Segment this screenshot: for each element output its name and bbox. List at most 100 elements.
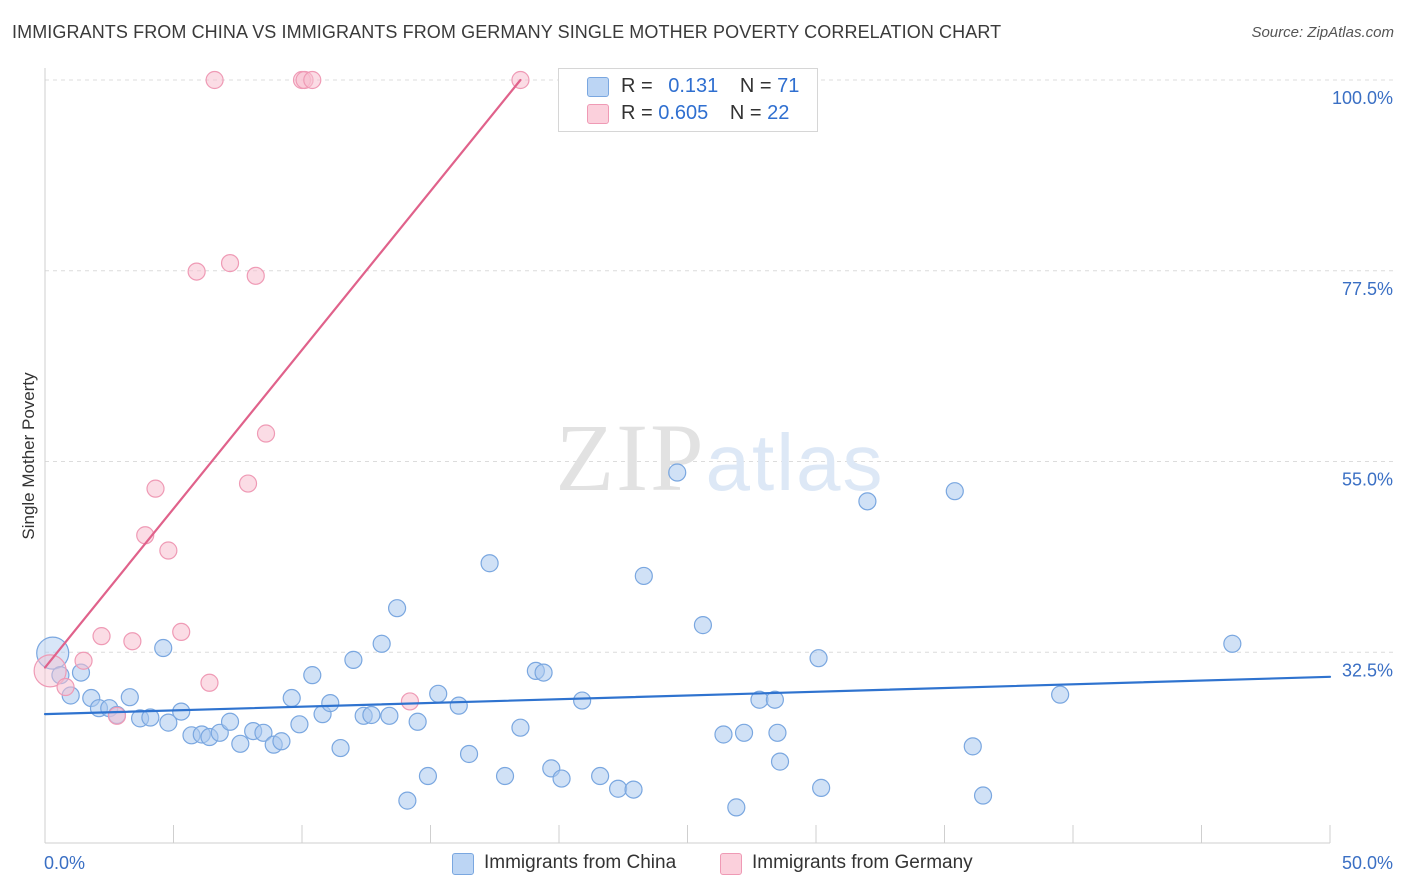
point-germany-2 bbox=[74, 651, 93, 670]
legend-text-china: R = 0.131 N = 71 bbox=[621, 75, 799, 98]
point-china-0 bbox=[36, 636, 70, 670]
point-germany-19 bbox=[303, 70, 322, 90]
point-china-66 bbox=[945, 482, 964, 501]
watermark-text: ZIPatlas bbox=[556, 404, 885, 511]
point-china-8 bbox=[120, 688, 139, 707]
point-germany-1 bbox=[56, 677, 75, 697]
point-china-19 bbox=[231, 734, 250, 753]
legend-swatch-germany bbox=[587, 104, 609, 124]
point-china-36 bbox=[398, 791, 417, 810]
trend-line-germany bbox=[43, 78, 522, 669]
point-germany-11 bbox=[200, 673, 219, 692]
series-legend-swatch-china bbox=[452, 853, 474, 875]
trend-line-china bbox=[43, 675, 1332, 716]
point-china-50 bbox=[591, 766, 610, 786]
point-china-23 bbox=[272, 732, 291, 751]
point-china-57 bbox=[727, 798, 746, 817]
y-tick-labels: 100.0% 77.5% 55.0% 32.5% bbox=[1332, 88, 1393, 680]
point-china-29 bbox=[331, 738, 350, 758]
y-axis-title: Single Mother Poverty bbox=[19, 372, 38, 540]
legend-r-value: 0.605 bbox=[658, 102, 709, 124]
point-germany-12 bbox=[205, 70, 224, 90]
point-china-69 bbox=[1051, 685, 1070, 704]
point-china-51 bbox=[609, 779, 628, 798]
point-china-37 bbox=[408, 712, 427, 731]
point-germany-5 bbox=[123, 632, 142, 651]
point-germany-8 bbox=[159, 541, 178, 560]
point-china-52 bbox=[624, 780, 643, 799]
point-china-12 bbox=[159, 713, 178, 732]
gridlines bbox=[45, 79, 1395, 653]
x-tick-labels: 0.0% 50.0% bbox=[44, 853, 1393, 873]
points-series-china bbox=[36, 463, 1242, 817]
point-germany-15 bbox=[246, 266, 265, 285]
legend-r-value: 0.131 bbox=[668, 75, 719, 97]
watermark: ZIPatlas bbox=[556, 404, 885, 511]
series-legend-label-germany: Immigrants from Germany bbox=[752, 852, 973, 873]
point-china-56 bbox=[714, 725, 733, 744]
legend-n-label: N = bbox=[739, 75, 778, 97]
point-china-40 bbox=[449, 696, 468, 715]
point-china-11 bbox=[154, 638, 173, 658]
point-germany-10 bbox=[187, 262, 206, 281]
point-germany-14 bbox=[238, 474, 258, 493]
legend-n-value: 71 bbox=[777, 75, 800, 97]
point-china-25 bbox=[290, 715, 309, 734]
point-germany-9 bbox=[172, 622, 191, 642]
series-legend-label-china: Immigrants from China bbox=[484, 852, 677, 873]
legend-r-label: R = bbox=[621, 75, 659, 97]
point-germany-13 bbox=[220, 254, 240, 273]
chart-title: IMMIGRANTS FROM CHINA VS IMMIGRANTS FROM… bbox=[12, 22, 1002, 42]
point-china-24 bbox=[282, 688, 301, 708]
legend-text-germany: R = 0.605 N = 22 bbox=[621, 102, 789, 125]
point-china-10 bbox=[141, 708, 160, 727]
y-tick-label-0: 100.0% bbox=[1332, 88, 1393, 108]
point-china-65 bbox=[858, 492, 877, 511]
point-china-70 bbox=[1223, 634, 1242, 653]
point-china-38 bbox=[418, 766, 438, 786]
point-china-49 bbox=[573, 691, 592, 710]
point-china-54 bbox=[668, 463, 687, 482]
point-china-41 bbox=[459, 744, 479, 764]
point-china-13 bbox=[172, 702, 191, 721]
point-china-44 bbox=[511, 718, 530, 737]
point-china-61 bbox=[768, 723, 787, 742]
point-china-46 bbox=[534, 663, 553, 682]
y-tick-label-1: 77.5% bbox=[1342, 279, 1393, 299]
y-tick-label-2: 55.0% bbox=[1342, 470, 1393, 490]
x-tick-label-max: 50.0% bbox=[1342, 853, 1393, 873]
point-china-33 bbox=[372, 634, 391, 653]
point-china-62 bbox=[770, 752, 790, 771]
y-tick-label-3: 32.5% bbox=[1342, 660, 1393, 680]
series-legend-swatch-germany bbox=[720, 853, 742, 875]
series-legend: Immigrants from China Immigrants from Ge… bbox=[0, 851, 1406, 877]
point-china-48 bbox=[552, 769, 571, 788]
point-china-43 bbox=[495, 766, 515, 786]
point-germany-0 bbox=[33, 654, 67, 688]
legend-r-label: R = bbox=[621, 102, 659, 124]
point-china-64 bbox=[812, 778, 831, 797]
point-china-60 bbox=[765, 690, 784, 709]
point-china-55 bbox=[693, 616, 713, 635]
legend-n-label: N = bbox=[729, 102, 768, 124]
stats-legend: R = 0.131 N = 71 R = 0.605 N = 22 bbox=[558, 68, 818, 132]
chart-source: Source: ZipAtlas.com bbox=[1251, 24, 1394, 41]
point-china-30 bbox=[344, 650, 363, 669]
points-series-germany bbox=[33, 70, 530, 725]
legend-n-value: 22 bbox=[767, 102, 790, 124]
point-germany-7 bbox=[146, 479, 165, 498]
trend-lines bbox=[43, 78, 1332, 716]
point-china-32 bbox=[362, 705, 381, 725]
point-china-58 bbox=[734, 723, 754, 742]
point-germany-20 bbox=[400, 692, 420, 711]
point-china-18 bbox=[220, 712, 240, 731]
point-china-26 bbox=[303, 666, 322, 685]
point-china-53 bbox=[634, 566, 653, 586]
point-china-42 bbox=[480, 554, 499, 573]
point-germany-16 bbox=[256, 424, 276, 443]
legend-swatch-china bbox=[587, 77, 609, 97]
point-china-34 bbox=[380, 706, 399, 725]
point-china-63 bbox=[809, 649, 828, 668]
x-tick-label-min: 0.0% bbox=[44, 853, 85, 873]
